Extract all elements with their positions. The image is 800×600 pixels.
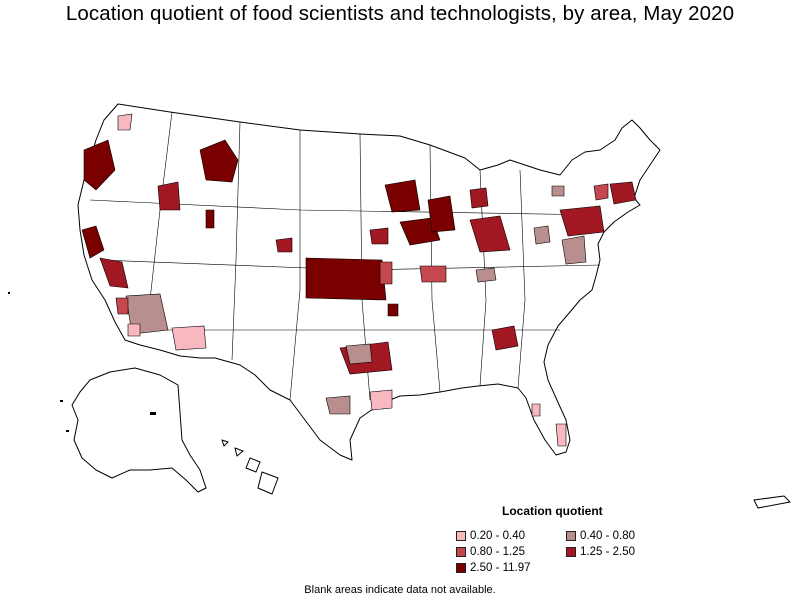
- contiguous-us-outline: [77, 103, 661, 461]
- area-montana-high: [199, 139, 239, 183]
- area-arizona-low: [171, 325, 207, 351]
- footnote: Blank areas indicate data not available.: [304, 584, 496, 596]
- area-kansas-high: [305, 257, 387, 301]
- legend-item-2-50: 2.50 - 11.97: [456, 562, 531, 574]
- legend-item-1-25: 1.25 - 2.50: [566, 546, 635, 558]
- area-kansascity: [379, 261, 393, 285]
- legend-label: 1.25 - 2.50: [580, 546, 635, 558]
- area-calif-south: [115, 297, 129, 315]
- legend-swatch: [456, 531, 466, 541]
- shaded-areas: [81, 113, 637, 447]
- legend-item-0-40: 0.40 - 0.80: [566, 530, 635, 542]
- area-indiana-high: [427, 195, 456, 233]
- area-missouri: [419, 265, 447, 283]
- area-iowa: [369, 227, 389, 245]
- area-oregon-high: [83, 139, 116, 191]
- area-idaho: [157, 181, 181, 211]
- area-newengland: [609, 181, 637, 205]
- area-westvirginia: [533, 225, 551, 245]
- area-colorado: [275, 237, 293, 253]
- area-florida-low: [555, 423, 567, 447]
- legend-swatch: [566, 531, 576, 541]
- legend-item-0-80: 0.80 - 1.25: [456, 546, 525, 558]
- area-nc: [551, 185, 565, 197]
- area-georgia: [491, 325, 519, 351]
- area-calif-high: [81, 225, 105, 259]
- legend-title: Location quotient: [502, 504, 603, 518]
- legend-swatch: [566, 547, 576, 557]
- area-washington-low: [117, 113, 133, 131]
- area-calif-central: [99, 257, 129, 289]
- legend-item-0-20: 0.20 - 0.40: [456, 530, 525, 542]
- area-pennsylvania: [559, 205, 605, 237]
- legend: Location quotient 0.20 - 0.40 0.40 - 0.8…: [456, 504, 656, 584]
- area-illinois-high: [399, 217, 441, 246]
- area-calif-south-low: [127, 323, 141, 337]
- area-virginia: [561, 235, 587, 265]
- area-utah: [205, 209, 215, 229]
- alaska-outline: [71, 367, 207, 493]
- legend-swatch: [456, 563, 466, 573]
- area-tennessee: [475, 267, 497, 283]
- area-michigan: [469, 187, 489, 209]
- legend-label: 0.40 - 0.80: [580, 530, 635, 542]
- area-texas-central: [325, 395, 351, 415]
- alaska-islands: [8, 292, 156, 432]
- legend-label: 0.80 - 1.25: [470, 546, 525, 558]
- area-oklahoma: [345, 343, 373, 365]
- legend-label: 0.20 - 0.40: [470, 530, 525, 542]
- area-newyork: [593, 183, 609, 201]
- area-texas-houston: [369, 389, 393, 411]
- legend-label: 2.50 - 11.97: [470, 562, 531, 574]
- map-title: Location quotient of food scientists and…: [65, 2, 735, 25]
- area-arkansas: [387, 303, 399, 317]
- hawaii-outline: [221, 439, 279, 495]
- area-florida-west: [531, 403, 541, 417]
- legend-swatch: [456, 547, 466, 557]
- area-wisconsin-high: [384, 179, 421, 213]
- puerto-rico-outline: [753, 495, 791, 509]
- area-ohio: [469, 215, 511, 253]
